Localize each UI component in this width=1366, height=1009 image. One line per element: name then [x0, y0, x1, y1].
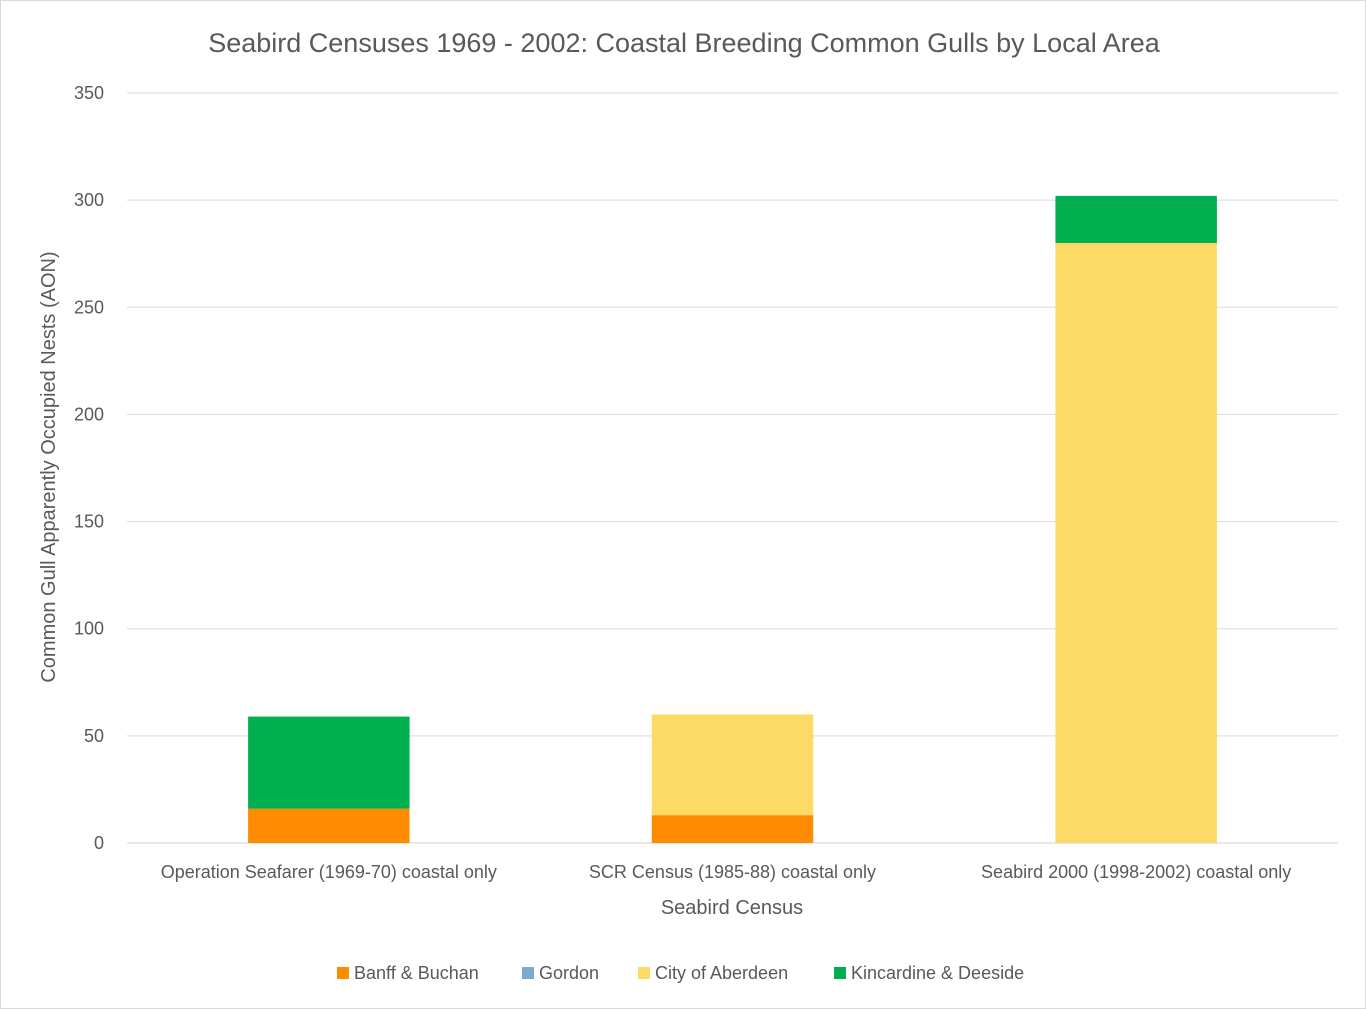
- x-axis-ticks: Operation Seafarer (1969-70) coastal onl…: [161, 862, 1292, 882]
- y-tick-label: 200: [74, 404, 104, 424]
- legend-label: Banff & Buchan: [354, 963, 479, 983]
- y-axis-title: Common Gull Apparently Occupied Nests (A…: [38, 251, 60, 682]
- legend-swatch: [337, 967, 349, 979]
- y-tick-label: 250: [74, 297, 104, 317]
- y-tick-label: 150: [74, 512, 104, 532]
- bar-segment: [248, 808, 410, 843]
- legend-item: Kincardine & Deeside: [834, 963, 1024, 983]
- chart-title: Seabird Censuses 1969 - 2002: Coastal Br…: [208, 28, 1161, 58]
- y-tick-label: 350: [74, 83, 104, 103]
- y-tick-label: 100: [74, 619, 104, 639]
- bar-segment: [248, 716, 410, 809]
- bar-segment: [1055, 243, 1217, 843]
- legend-item: Gordon: [522, 963, 599, 983]
- legend-swatch: [522, 967, 534, 979]
- bar-segment: [651, 815, 814, 843]
- x-tick-label: SCR Census (1985-88) coastal only: [589, 862, 876, 882]
- legend-swatch: [834, 967, 846, 979]
- legend-swatch: [638, 967, 650, 979]
- legend-label: Gordon: [539, 963, 599, 983]
- bar-segment: [651, 714, 814, 816]
- legend-label: Kincardine & Deeside: [851, 963, 1024, 983]
- x-tick-label: Operation Seafarer (1969-70) coastal onl…: [161, 862, 497, 882]
- y-tick-label: 50: [84, 726, 104, 746]
- y-axis-ticks: 0 50 100 150 200 250 300 350: [74, 83, 104, 853]
- bar-segment: [1055, 195, 1217, 243]
- legend: Banff & Buchan Gordon City of Aberdeen Kinc…: [337, 963, 1024, 983]
- x-axis-title: Seabird Census: [661, 897, 803, 919]
- legend-label: City of Aberdeen: [655, 963, 788, 983]
- x-tick-label: Seabird 2000 (1998-2002) coastal only: [981, 862, 1291, 882]
- legend-item: Banff & Buchan: [337, 963, 479, 983]
- legend-item: City of Aberdeen: [638, 963, 788, 983]
- y-tick-label: 0: [94, 833, 104, 853]
- y-tick-label: 300: [74, 190, 104, 210]
- bars: [248, 195, 1217, 843]
